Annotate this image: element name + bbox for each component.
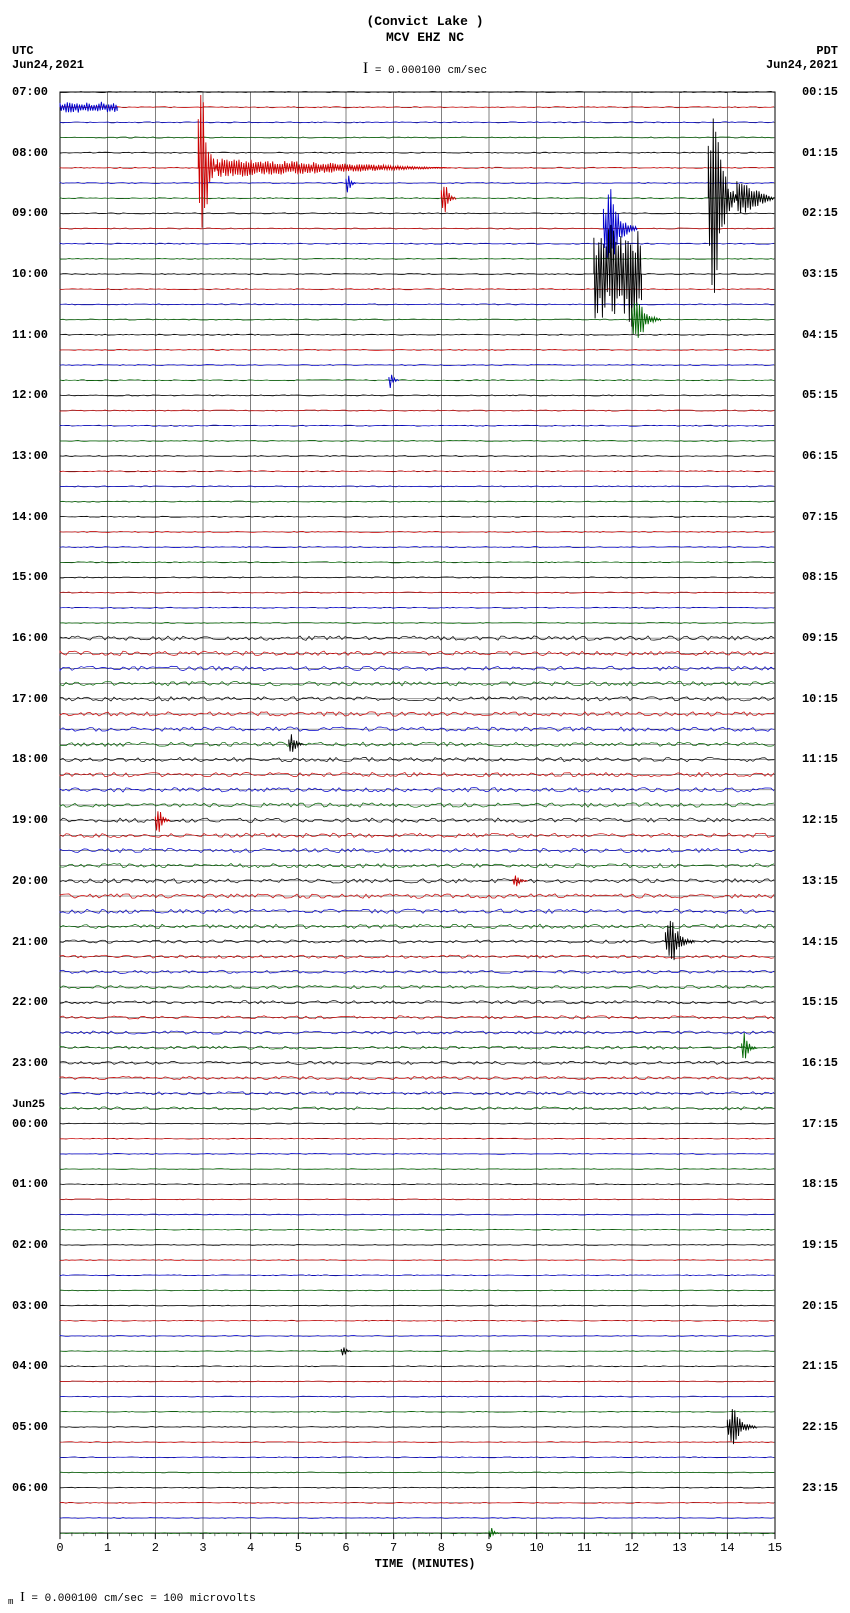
utc-hour-label: 19:00 [12,813,48,827]
pdt-hour-label: 05:15 [802,388,838,402]
xaxis-tick-label: 5 [295,1541,302,1555]
utc-hour-label: 10:00 [12,267,48,281]
utc-hour-label: 06:00 [12,1481,48,1495]
utc-hour-label: 22:00 [12,995,48,1009]
xaxis-tick-label: 0 [56,1541,63,1555]
utc-hour-label: 23:00 [12,1056,48,1070]
seismogram-plot [0,0,850,1613]
pdt-hour-label: 10:15 [802,692,838,706]
seismogram-container: MCV EHZ NC (Convict Lake ) I = 0.000100 … [0,0,850,1613]
pdt-hour-label: 13:15 [802,874,838,888]
pdt-hour-label: 22:15 [802,1420,838,1434]
utc-hour-label: 21:00 [12,935,48,949]
utc-hour-label: 07:00 [12,85,48,99]
xaxis-tick-label: 15 [768,1541,782,1555]
utc-hour-label: 00:00 [12,1117,48,1131]
pdt-hour-label: 17:15 [802,1117,838,1131]
pdt-hour-label: 03:15 [802,267,838,281]
utc-hour-label: 20:00 [12,874,48,888]
pdt-hour-label: 08:15 [802,570,838,584]
pdt-hour-label: 15:15 [802,995,838,1009]
utc-hour-label: 16:00 [12,631,48,645]
pdt-hour-label: 07:15 [802,510,838,524]
xaxis-tick-label: 2 [152,1541,159,1555]
xaxis-tick-label: 12 [625,1541,639,1555]
xaxis-tick-label: 7 [390,1541,397,1555]
pdt-hour-label: 20:15 [802,1299,838,1313]
xaxis-tick-label: 8 [438,1541,445,1555]
xaxis-tick-label: 6 [342,1541,349,1555]
pdt-hour-label: 09:15 [802,631,838,645]
pdt-hour-label: 12:15 [802,813,838,827]
utc-hour-label: 01:00 [12,1177,48,1191]
pdt-hour-label: 14:15 [802,935,838,949]
pdt-hour-label: 06:15 [802,449,838,463]
utc-hour-label: 14:00 [12,510,48,524]
pdt-hour-label: 21:15 [802,1359,838,1373]
utc-hour-label: 15:00 [12,570,48,584]
utc-hour-label: 11:00 [12,328,48,342]
pdt-hour-label: 23:15 [802,1481,838,1495]
xaxis-tick-label: 9 [485,1541,492,1555]
pdt-hour-label: 19:15 [802,1238,838,1252]
pdt-hour-label: 02:15 [802,206,838,220]
utc-hour-label: 13:00 [12,449,48,463]
pdt-hour-label: 01:15 [802,146,838,160]
xaxis-tick-label: 13 [672,1541,686,1555]
pdt-hour-label: 00:15 [802,85,838,99]
footer-scale: m I = 0.000100 cm/sec = 100 microvolts [8,1590,256,1607]
pdt-hour-label: 04:15 [802,328,838,342]
pdt-hour-label: 16:15 [802,1056,838,1070]
utc-hour-label: 03:00 [12,1299,48,1313]
pdt-hour-label: 11:15 [802,752,838,766]
xaxis-tick-label: 11 [577,1541,591,1555]
utc-hour-label: 08:00 [12,146,48,160]
pdt-hour-label: 18:15 [802,1177,838,1191]
xaxis-tick-label: 1 [104,1541,111,1555]
utc-hour-label: 05:00 [12,1420,48,1434]
xaxis-tick-label: 14 [720,1541,734,1555]
utc-hour-label: 17:00 [12,692,48,706]
utc-hour-label: 12:00 [12,388,48,402]
utc-hour-label: 04:00 [12,1359,48,1373]
utc-hour-label: Jun25 [12,1099,45,1111]
xaxis-title: TIME (MINUTES) [0,1557,850,1571]
utc-hour-label: 18:00 [12,752,48,766]
footer-text: = 0.000100 cm/sec = 100 microvolts [31,1593,255,1605]
utc-hour-label: 09:00 [12,206,48,220]
xaxis-tick-label: 4 [247,1541,254,1555]
xaxis-tick-label: 10 [529,1541,543,1555]
utc-hour-label: 02:00 [12,1238,48,1252]
xaxis-tick-label: 3 [199,1541,206,1555]
